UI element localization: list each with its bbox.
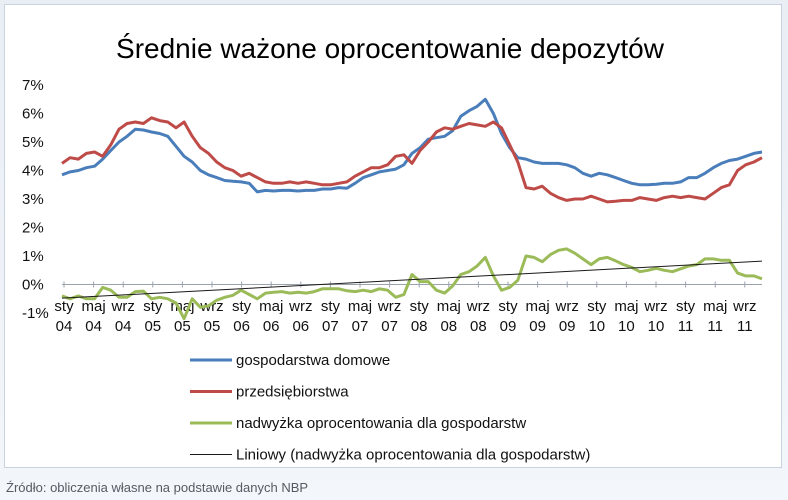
y-tick-label: 5% bbox=[22, 134, 44, 151]
x-tick-month: maj bbox=[703, 298, 727, 315]
x-tick-year: 06 bbox=[292, 318, 309, 335]
x-tick-year: 09 bbox=[559, 318, 576, 335]
x-tick-year: 07 bbox=[381, 318, 398, 335]
legend: gospodarstwa domowe przedsiębiorstwa nadwy… bbox=[190, 352, 590, 464]
x-tick-month: wrz bbox=[111, 298, 135, 315]
x-tick-month: wrz bbox=[199, 298, 223, 315]
x-tick-year: 11 bbox=[678, 318, 694, 335]
x-tick-month: maj bbox=[82, 298, 106, 315]
x-tick-year: 10 bbox=[648, 318, 665, 335]
x-tick-month: wrz bbox=[732, 298, 756, 315]
series-line-2 bbox=[61, 247, 763, 321]
x-tick-year: 06 bbox=[263, 318, 280, 335]
x-tick-month: sty bbox=[587, 298, 607, 315]
x-tick-year: 10 bbox=[588, 318, 605, 335]
y-tick-label: 3% bbox=[22, 191, 44, 208]
y-axis-ticks: 7% 6% 5% 4% 3% 2% 1% 0% -1% bbox=[22, 77, 49, 322]
legend-label: przedsiębiorstwa bbox=[236, 384, 349, 401]
series-line-0 bbox=[61, 97, 763, 194]
y-tick-label: 0% bbox=[22, 277, 44, 294]
x-tick-month: maj bbox=[614, 298, 638, 315]
x-tick-year: 07 bbox=[322, 318, 339, 335]
source-note: Źródło: obliczenia własne na podstawie d… bbox=[6, 480, 309, 495]
trend-line bbox=[61, 260, 763, 299]
x-tick-month: wrz bbox=[377, 298, 401, 315]
x-tick-year: 05 bbox=[204, 318, 221, 335]
x-tick-month: sty bbox=[143, 298, 163, 315]
y-tick-label: 1% bbox=[22, 248, 44, 265]
x-tick-year: 09 bbox=[529, 318, 546, 335]
x-tick-year: 08 bbox=[440, 318, 457, 335]
y-tick-label: -1% bbox=[22, 305, 49, 322]
legend-label: gospodarstwa domowe bbox=[236, 352, 390, 369]
x-tick-month: maj bbox=[526, 298, 550, 315]
x-tick-month: wrz bbox=[466, 298, 490, 315]
chart-area bbox=[4, 4, 782, 468]
x-tick-month: sty bbox=[410, 298, 430, 315]
x-tick-month: maj bbox=[437, 298, 461, 315]
x-tick-year: 05 bbox=[144, 318, 161, 335]
x-tick-year: 05 bbox=[174, 318, 191, 335]
x-tick-month: sty bbox=[676, 298, 696, 315]
x-axis: sty 04 maj 04 wrz 04 sty 05 maj 05 wrz 05 sty 06 maj 06… bbox=[54, 281, 762, 335]
y-tick-label: 6% bbox=[22, 106, 44, 123]
x-tick-year: 06 bbox=[233, 318, 250, 335]
y-tick-label: 2% bbox=[22, 220, 44, 237]
x-tick-month: maj bbox=[348, 298, 372, 315]
x-tick-year: 07 bbox=[352, 318, 369, 335]
x-tick-year: 11 bbox=[707, 318, 723, 335]
x-tick-month: sty bbox=[498, 298, 518, 315]
legend-label: nadwyżka oprocentowania dla gospodarstw bbox=[236, 415, 526, 432]
x-tick-year: 08 bbox=[411, 318, 428, 335]
x-tick-month: maj bbox=[259, 298, 283, 315]
series-lines bbox=[61, 97, 763, 321]
x-tick-year: 04 bbox=[115, 318, 132, 335]
x-tick-month: wrz bbox=[643, 298, 667, 315]
x-tick-year: 09 bbox=[500, 318, 517, 335]
x-tick-year: 08 bbox=[470, 318, 487, 335]
x-tick-month: sty bbox=[54, 298, 74, 315]
x-tick-month: sty bbox=[232, 298, 252, 315]
series-line-1 bbox=[61, 116, 763, 204]
y-tick-label: 4% bbox=[22, 163, 44, 180]
chart-title: Średnie ważone oprocentowanie depozytów bbox=[116, 32, 665, 64]
x-tick-month: wrz bbox=[288, 298, 312, 315]
x-tick-year: 04 bbox=[85, 318, 102, 335]
x-tick-year: 10 bbox=[618, 318, 635, 335]
x-tick-year: 11 bbox=[737, 318, 753, 335]
x-tick-year: 04 bbox=[56, 318, 73, 335]
x-tick-month: sty bbox=[321, 298, 341, 315]
y-tick-label: 7% bbox=[22, 77, 44, 94]
x-tick-month: wrz bbox=[555, 298, 579, 315]
legend-label: Liniowy (nadwyżka oprocentowania dla gos… bbox=[236, 447, 590, 464]
